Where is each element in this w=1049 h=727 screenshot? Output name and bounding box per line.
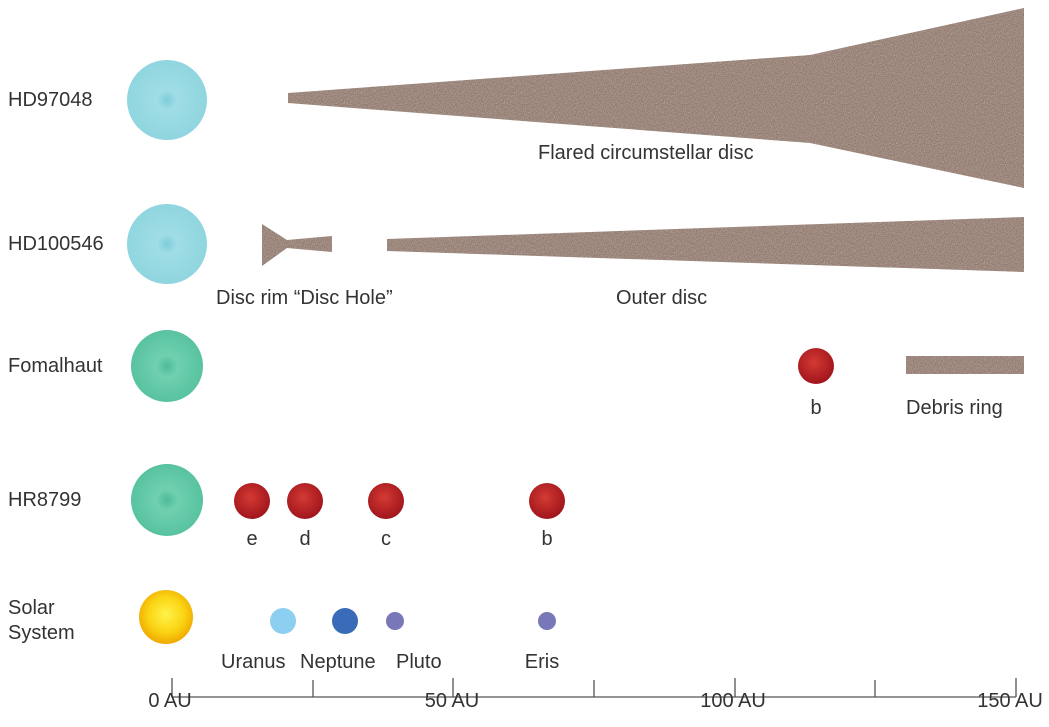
axis-tick-label-100: 100 AU <box>700 690 766 712</box>
hr8799-planet-b <box>529 483 565 519</box>
fomalhaut-debris-ring <box>906 356 1024 374</box>
row-name-solar-line1: Solar <box>8 597 55 619</box>
label-fomalhaut-b: b <box>810 397 822 419</box>
axis-tick-label-0: 0 AU <box>148 690 192 712</box>
label-uranus: Uranus <box>221 651 286 673</box>
hd100546-disc-rim <box>262 224 332 266</box>
hr8799-star <box>131 464 203 536</box>
row-name-fomalhaut: Fomalhaut <box>8 355 103 377</box>
axis-tick-label-50: 50 AU <box>424 690 480 712</box>
row-name-hd100546: HD100546 <box>8 233 104 255</box>
x-axis <box>171 678 1017 698</box>
hd100546-star <box>127 204 207 284</box>
label-debris-ring: Debris ring <box>906 397 1003 419</box>
label-planet-e: e <box>246 528 258 550</box>
sun <box>139 590 193 644</box>
label-disc-rim: Disc rim “Disc Hole” <box>216 287 393 309</box>
fomalhaut-planet-b <box>798 348 834 384</box>
hd97048-flared-disc <box>288 8 1024 188</box>
hr8799-planet-c <box>368 483 404 519</box>
label-pluto: Pluto <box>396 651 442 673</box>
label-planet-c: c <box>381 528 391 550</box>
row-name-hr8799: HR8799 <box>8 489 82 511</box>
hd97048-star <box>127 60 207 140</box>
label-flared-disc: Flared circumstellar disc <box>538 142 754 164</box>
hr8799-planet-d <box>287 483 323 519</box>
label-eris: Eris <box>524 651 560 673</box>
label-outer-disc: Outer disc <box>616 287 708 309</box>
row-name-solar-line2: System <box>8 622 75 644</box>
eris <box>538 612 556 630</box>
label-planet-d: d <box>299 528 311 550</box>
fomalhaut-star <box>131 330 203 402</box>
hr8799-planet-e <box>234 483 270 519</box>
neptune <box>332 608 358 634</box>
row-name-solar-system: Solar System <box>8 596 75 646</box>
hd100546-outer-disc <box>387 217 1024 272</box>
row-name-hd97048: HD97048 <box>8 89 93 111</box>
axis-tick-label-150: 150 AU <box>977 690 1043 712</box>
uranus <box>270 608 296 634</box>
pluto <box>386 612 404 630</box>
label-planet-b: b <box>541 528 553 550</box>
label-neptune: Neptune <box>300 651 376 673</box>
